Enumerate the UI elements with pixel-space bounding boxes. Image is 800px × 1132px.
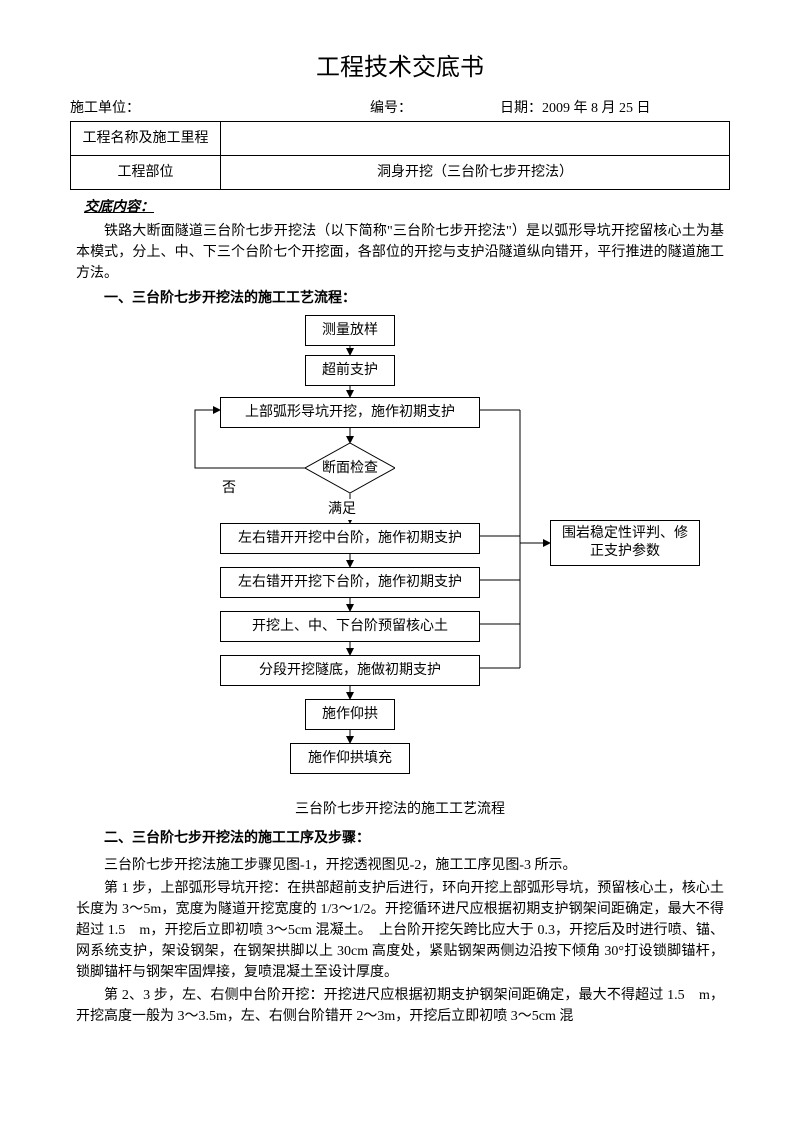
info-table: 工程名称及施工里程 工程部位 洞身开挖（三台阶七步开挖法） xyxy=(70,121,730,190)
para-b1: 三台阶七步开挖法施工步骤见图-1，开挖透视图见-2，施工工序见图-3 所示。 xyxy=(76,855,724,876)
table-row: 工程部位 洞身开挖（三台阶七步开挖法） xyxy=(71,156,730,190)
date-label: 日期： xyxy=(500,98,542,119)
row2-value: 洞身开挖（三台阶七步开挖法） xyxy=(221,156,730,190)
decision-label: 断面检查 xyxy=(322,458,378,479)
doc-title: 工程技术交底书 xyxy=(70,50,730,86)
row2-label: 工程部位 xyxy=(71,156,221,190)
content: 交底内容： 铁路大断面隧道三台阶七步开挖法（以下简称"三台阶七步开挖法"）是以弧… xyxy=(76,196,724,1027)
heading-b: 二、三台阶七步开挖法的施工工序及步骤： xyxy=(76,828,724,849)
header-row: 施工单位： 编号： 日期： 2009 年 8 月 25 日 xyxy=(70,98,730,119)
flow-node-5: 左右错开开挖中台阶，施作初期支护 xyxy=(220,523,480,554)
flowchart: 测量放样 超前支护 上部弧形导坑开挖，施作初期支护 断面检查 否 满足 左右错开… xyxy=(80,315,720,795)
flow-node-8: 分段开挖隧底，施做初期支护 xyxy=(220,655,480,686)
unit-label: 施工单位： xyxy=(70,98,370,119)
table-row: 工程名称及施工里程 xyxy=(71,122,730,156)
row1-label: 工程名称及施工里程 xyxy=(71,122,221,156)
flow-node-1: 测量放样 xyxy=(305,315,395,346)
yes-label: 满足 xyxy=(328,499,356,520)
para-b3: 第 2、3 步，左、右侧中台阶开挖：开挖进尺应根据初期支护钢架间距确定，最大不得… xyxy=(76,985,724,1027)
flow-node-3: 上部弧形导坑开挖，施作初期支护 xyxy=(220,397,480,428)
para-b2: 第 1 步，上部弧形导坑开挖：在拱部超前支护后进行，环向开挖上部弧形导坑，预留核… xyxy=(76,878,724,983)
flow-node-7: 开挖上、中、下台阶预留核心土 xyxy=(220,611,480,642)
flow-side-box: 围岩稳定性评判、修正支护参数 xyxy=(550,520,700,566)
no-label: 否 xyxy=(222,478,236,499)
intro-para: 铁路大断面隧道三台阶七步开挖法（以下简称"三台阶七步开挖法"）是以弧形导坑开挖留… xyxy=(76,221,724,284)
flow-node-6: 左右错开开挖下台阶，施作初期支护 xyxy=(220,567,480,598)
flow-decision: 断面检查 xyxy=(305,443,395,493)
row1-value xyxy=(221,122,730,156)
content-heading: 交底内容： xyxy=(84,196,724,217)
number-label: 编号： xyxy=(370,98,500,119)
heading-a: 一、三台阶七步开挖法的施工工艺流程： xyxy=(76,288,724,309)
flow-node-2: 超前支护 xyxy=(305,355,395,386)
flow-caption: 三台阶七步开挖法的施工工艺流程 xyxy=(76,799,724,820)
flow-node-10: 施作仰拱填充 xyxy=(290,743,410,774)
flow-node-9: 施作仰拱 xyxy=(305,699,395,730)
date-value: 2009 年 8 月 25 日 xyxy=(542,98,651,119)
